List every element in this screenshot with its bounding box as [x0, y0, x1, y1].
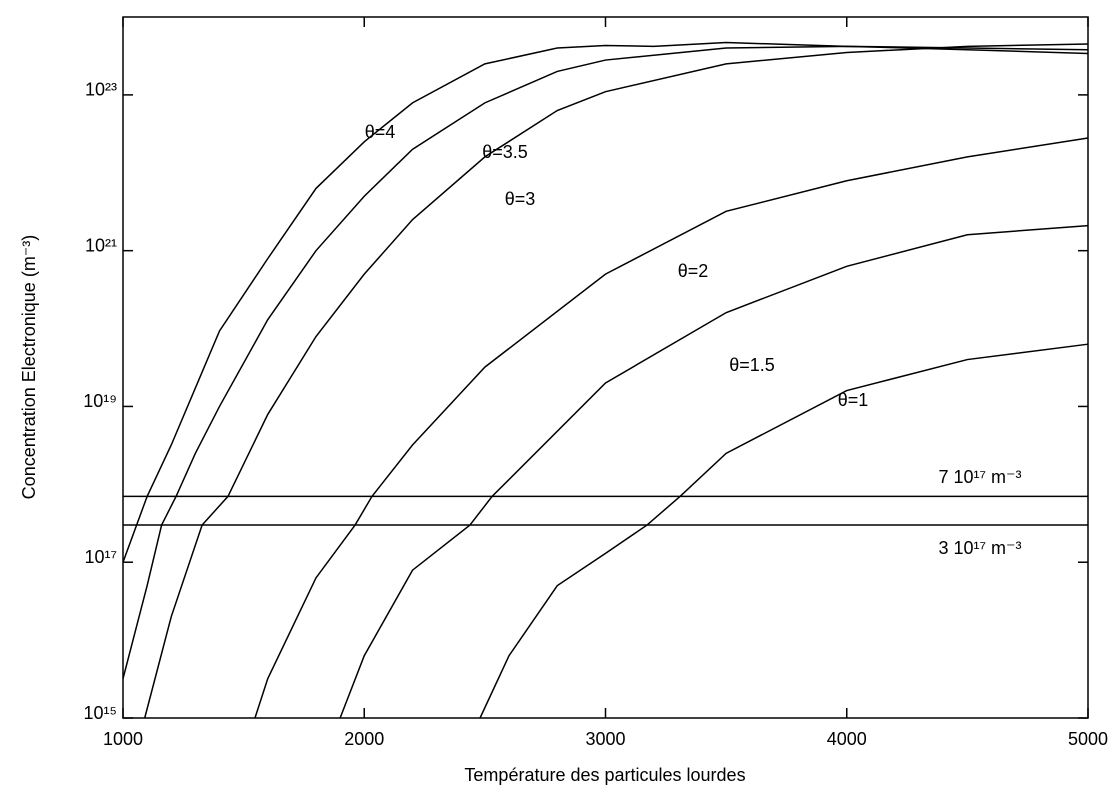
curve: [122, 41, 1089, 563]
curve: [254, 137, 1089, 719]
curve-label: θ=1.5: [729, 355, 775, 375]
y-tick-label: 10¹⁹: [83, 391, 117, 411]
x-axis-label: Température des particules lourdes: [464, 765, 745, 785]
x-tick-label: 4000: [827, 729, 867, 749]
curve-label: θ=3: [505, 189, 536, 209]
x-tick-label: 2000: [344, 729, 384, 749]
curve: [339, 224, 1089, 719]
curve: [122, 45, 1089, 679]
plot-frame: [122, 16, 1089, 719]
y-axis-label: Concentration Electronique (m⁻³): [19, 235, 39, 500]
y-tick-label: 10²¹: [85, 235, 117, 255]
x-tick-label: 1000: [103, 729, 143, 749]
x-tick-label: 3000: [585, 729, 625, 749]
reference-label: 3 10¹⁷ m⁻³: [938, 538, 1021, 558]
curve-label: θ=2: [678, 261, 709, 281]
y-tick-label: 10²³: [85, 80, 117, 100]
curve: [479, 343, 1089, 719]
reference-label: 7 10¹⁷ m⁻³: [938, 467, 1021, 487]
y-tick-label: 10¹⁵: [84, 703, 117, 723]
curve: [143, 43, 1089, 719]
x-tick-label: 5000: [1068, 729, 1108, 749]
curve-label: θ=1: [838, 390, 869, 410]
y-tick-label: 10¹⁷: [84, 547, 117, 567]
curve-label: θ=3.5: [482, 142, 528, 162]
curve-label: θ=4: [365, 122, 396, 142]
